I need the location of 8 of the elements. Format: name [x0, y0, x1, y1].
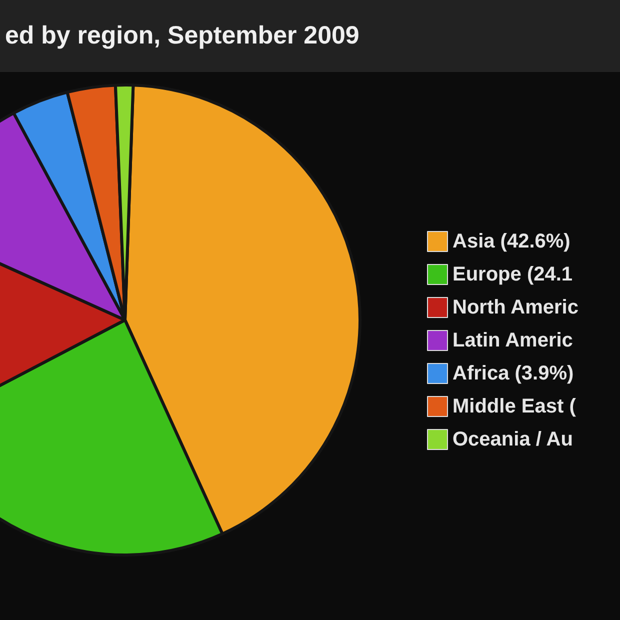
legend-label: Middle East (	[452, 396, 576, 418]
legend-label: Europe (24.1	[452, 264, 573, 286]
legend-label: Latin Americ	[452, 330, 573, 352]
legend-label: Oceania / Au	[452, 428, 573, 450]
legend-label: North Americ	[452, 296, 578, 318]
chart-title: ed by region, September 2009	[5, 22, 360, 50]
legend-label: Africa (3.9%)	[452, 362, 574, 384]
legend-label: Asia (42.6%)	[452, 230, 570, 252]
